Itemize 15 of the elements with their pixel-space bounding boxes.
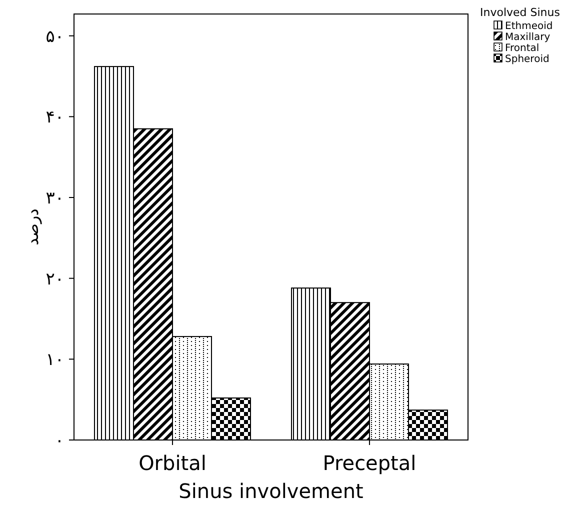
legend-label: Maxillary: [505, 32, 550, 43]
y-axis-title: درصد: [23, 208, 42, 246]
x-axis-title: Sinus involvement: [178, 479, 364, 503]
legend-label: Spheroid: [505, 54, 550, 65]
x-tick-label: Preceptal: [322, 451, 416, 475]
legend-label: Ethmeoid: [505, 21, 553, 32]
x-tick-label: Orbital: [138, 451, 206, 475]
y-tick-label: ۴۰: [46, 108, 64, 128]
legend-title: Involved Sinus: [480, 6, 560, 19]
y-tick-label: ۲۰: [46, 269, 64, 290]
y-tick-label: ۰: [54, 431, 64, 451]
legend-label: Frontal: [505, 43, 540, 54]
y-tick-label: ۵۰: [46, 26, 64, 47]
y-tick-label: ۱۰: [46, 350, 64, 370]
y-tick-label: ۳۰: [46, 188, 64, 208]
